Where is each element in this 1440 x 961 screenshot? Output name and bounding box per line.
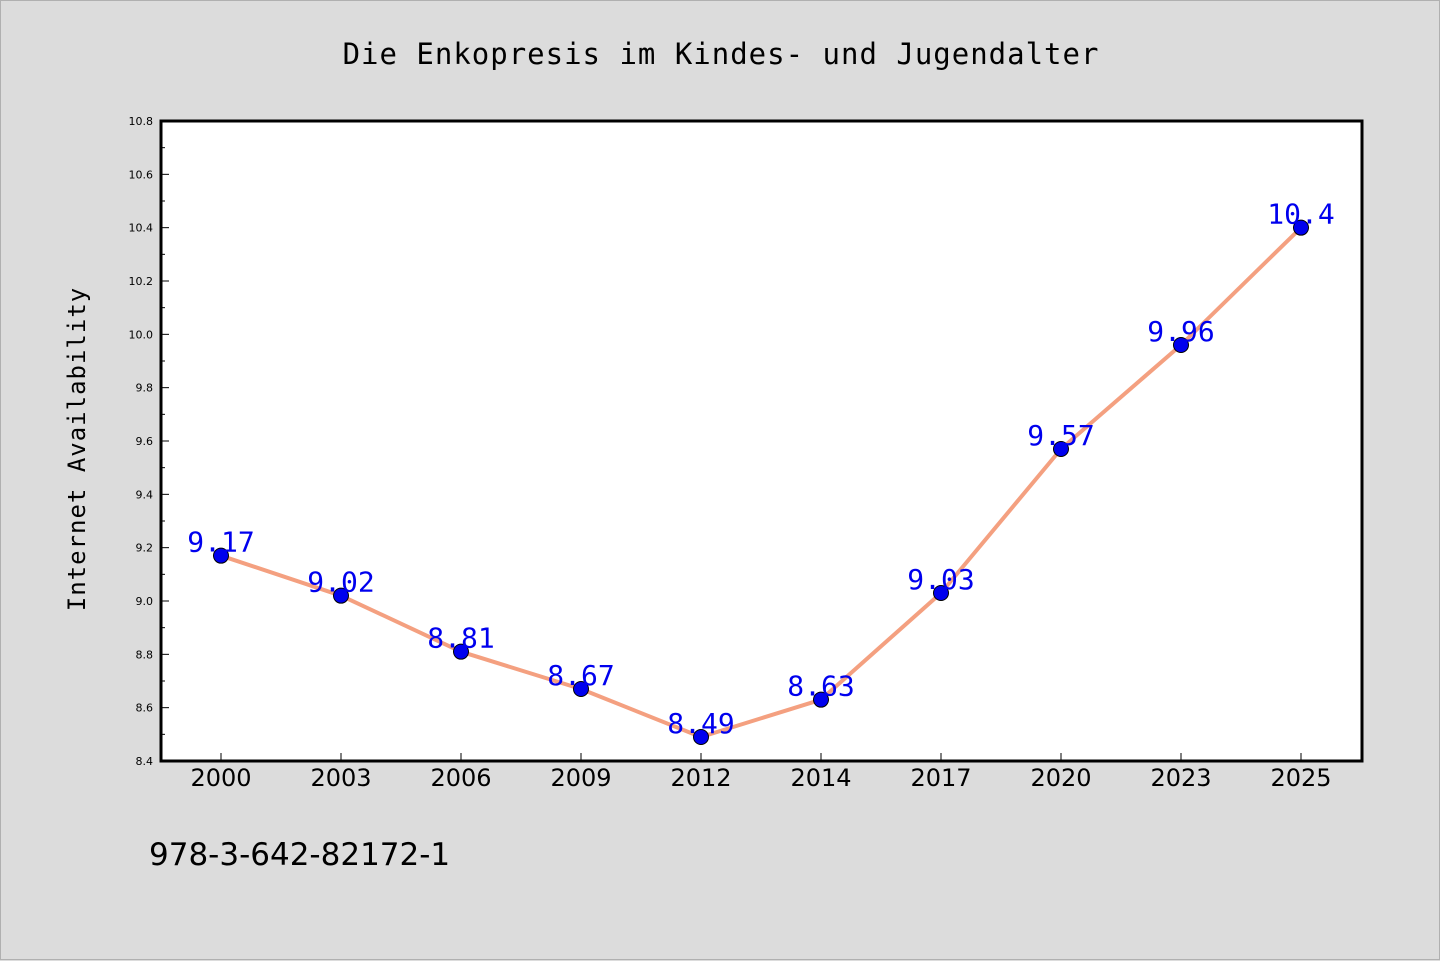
- data-point: [453, 643, 469, 660]
- y-tick-label: 9.2: [136, 542, 154, 555]
- data-label: 9.03: [907, 563, 974, 596]
- x-tick-label: 2009: [550, 764, 611, 792]
- x-tick-label: 2023: [1150, 764, 1211, 792]
- data-point: [1173, 337, 1189, 353]
- data-point: [693, 729, 709, 745]
- y-tick-label: 10.2: [129, 275, 154, 288]
- data-label: 9.96: [1147, 315, 1214, 348]
- x-tick-label: 2000: [190, 764, 251, 792]
- data-point: [213, 547, 229, 564]
- y-axis-label: Internet Availability: [63, 287, 91, 611]
- x-tick-label: 2020: [1030, 764, 1091, 792]
- y-tick-label: 10.0: [129, 328, 154, 341]
- x-axis: 2000 2003 2006 2009 2012 2014 2017 2020 2023 2025: [190, 753, 1332, 792]
- y-tick-label: 8.6: [136, 702, 154, 715]
- data-point: [1053, 441, 1069, 457]
- y-tick-label: 10.8: [129, 115, 154, 128]
- data-point: [1293, 219, 1309, 236]
- x-tick-label: 2012: [670, 764, 731, 792]
- y-tick-label: 9.0: [136, 595, 154, 608]
- data-label: 9.17: [187, 526, 254, 559]
- data-label: 9.02: [307, 566, 374, 599]
- y-tick-label: 10.4: [129, 222, 154, 235]
- data-label: 8.63: [787, 670, 854, 703]
- data-point: [933, 585, 949, 601]
- y-tick-label: 8.8: [136, 648, 154, 661]
- y-axis: 8.4 8.6 8.8 9.0 9.2 9.4 9.6 9.8 10.0 10.2 10.4 10.6…: [129, 115, 169, 768]
- y-tick-label: 9.6: [136, 435, 154, 448]
- x-tick-label: 2006: [430, 764, 491, 792]
- data-point: [573, 681, 589, 697]
- y-tick-label: 9.8: [136, 382, 154, 395]
- footer-isbn: 978-3-642-82172-1: [149, 837, 450, 873]
- data-label: 8.81: [427, 622, 494, 655]
- plot-frame: [159, 119, 1364, 763]
- series-line: [220, 226, 1303, 739]
- series-markers: [213, 219, 1309, 745]
- chart-title: Die Enkopresis im Kindes- und Jugendalte…: [343, 37, 1100, 71]
- x-tick-label: 2003: [310, 764, 371, 792]
- x-tick-label: 2025: [1270, 764, 1331, 792]
- data-point: [333, 587, 349, 604]
- x-tick-label: 2014: [790, 764, 851, 792]
- y-tick-label: 9.4: [136, 488, 154, 501]
- y-tick-label: 8.4: [136, 755, 154, 768]
- plot-area: [161, 121, 1362, 761]
- data-label: 8.49: [667, 707, 734, 740]
- data-label: 8.67: [547, 659, 614, 692]
- data-label: 9.57: [1027, 419, 1094, 452]
- data-label: 10.4: [1267, 198, 1334, 231]
- data-labels: 9.17 9.02 8.81 8.67 8.49 8.63 9.03 9.57 9.96 10.4: [187, 198, 1334, 740]
- x-tick-label: 2017: [910, 764, 971, 792]
- y-tick-label: 10.6: [129, 168, 154, 181]
- data-point: [813, 691, 829, 708]
